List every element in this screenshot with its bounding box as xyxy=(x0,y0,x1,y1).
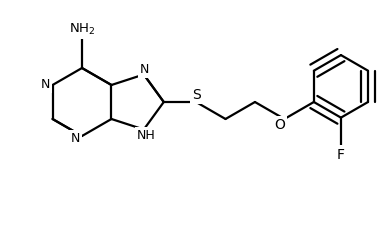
Text: N: N xyxy=(140,63,149,76)
Text: N: N xyxy=(70,132,80,145)
Text: O: O xyxy=(274,118,285,132)
Text: NH: NH xyxy=(136,129,155,142)
Text: S: S xyxy=(192,88,200,102)
Text: N: N xyxy=(41,78,50,91)
Text: NH$_2$: NH$_2$ xyxy=(69,22,95,37)
Text: F: F xyxy=(337,148,345,161)
